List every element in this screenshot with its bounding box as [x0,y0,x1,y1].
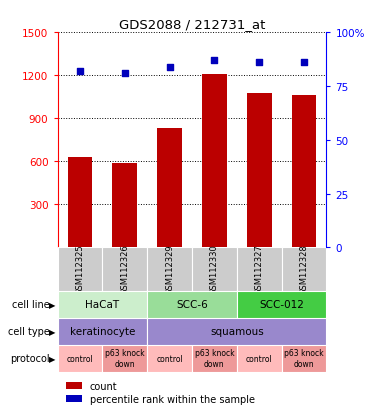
Point [122,71,128,77]
Text: p63 knock
down: p63 knock down [284,349,324,368]
Point [256,60,262,66]
Point [211,58,217,64]
Bar [192,345,237,372]
Bar [237,291,326,318]
Text: protocol: protocol [10,353,50,363]
Text: p63 knock
down: p63 knock down [195,349,234,368]
Bar [282,345,326,372]
Text: GSM112326: GSM112326 [120,243,129,294]
Bar [237,248,282,291]
Text: GSM112329: GSM112329 [165,243,174,294]
Text: percentile rank within the sample: percentile rank within the sample [90,394,255,404]
Bar [112,163,137,248]
Title: GDS2088 / 212731_at: GDS2088 / 212731_at [119,17,265,31]
Bar [68,158,92,248]
Text: ▶: ▶ [49,327,56,336]
Text: SCC-6: SCC-6 [176,299,208,310]
Text: count: count [90,381,117,391]
Point [77,69,83,75]
Bar [292,96,316,248]
Point [167,64,173,71]
Bar [66,382,82,389]
Bar [282,248,326,291]
Text: GSM112327: GSM112327 [255,243,264,294]
Text: GSM112328: GSM112328 [299,243,309,294]
Bar [192,248,237,291]
Text: control: control [156,354,183,363]
Text: p63 knock
down: p63 knock down [105,349,145,368]
Text: control: control [246,354,273,363]
Text: cell type: cell type [8,326,50,337]
Bar [202,75,227,248]
Text: keratinocyte: keratinocyte [70,326,135,337]
Bar [147,248,192,291]
Bar [102,248,147,291]
Bar [147,291,237,318]
Text: squamous: squamous [210,326,264,337]
Bar [102,345,147,372]
Text: GSM112325: GSM112325 [75,243,85,294]
Text: cell line: cell line [12,299,50,310]
Bar [147,345,192,372]
Point [301,60,307,66]
Bar [66,395,82,402]
Bar [58,291,147,318]
Bar [157,129,182,248]
Text: GSM112330: GSM112330 [210,243,219,294]
Bar [58,318,147,345]
Bar [58,248,102,291]
Text: ▶: ▶ [49,354,56,363]
Text: HaCaT: HaCaT [85,299,119,310]
Bar [58,345,102,372]
Bar [237,345,282,372]
Text: ▶: ▶ [49,300,56,309]
Bar [247,94,272,248]
Text: SCC-012: SCC-012 [259,299,304,310]
Bar [147,318,326,345]
Text: control: control [66,354,93,363]
